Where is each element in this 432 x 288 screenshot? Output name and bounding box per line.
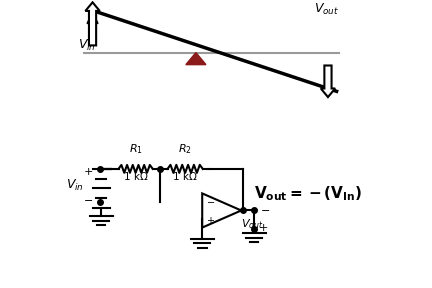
Text: $-$: $-$ <box>83 194 93 204</box>
Text: $\mathbf{V_{out} = -(V_{In})}$: $\mathbf{V_{out} = -(V_{In})}$ <box>254 184 362 202</box>
FancyArrow shape <box>321 65 335 97</box>
Text: $V_{in}$: $V_{in}$ <box>78 38 96 53</box>
Text: $-$: $-$ <box>260 204 270 214</box>
Text: $V_{in}$: $V_{in}$ <box>67 178 84 193</box>
Polygon shape <box>186 53 206 65</box>
Text: 1 kΩ: 1 kΩ <box>173 172 197 182</box>
Text: $+$: $+$ <box>258 222 269 233</box>
FancyArrow shape <box>86 2 100 46</box>
Text: $+$: $+$ <box>83 166 93 177</box>
Text: $V_{out}$: $V_{out}$ <box>314 2 339 17</box>
Text: $V_{out}$: $V_{out}$ <box>241 218 264 232</box>
Text: 1 kΩ: 1 kΩ <box>124 172 148 182</box>
Text: $+$: $+$ <box>206 215 215 226</box>
Text: $R_2$: $R_2$ <box>178 142 192 156</box>
Text: $-$: $-$ <box>206 196 215 206</box>
Text: $R_1$: $R_1$ <box>129 142 143 156</box>
